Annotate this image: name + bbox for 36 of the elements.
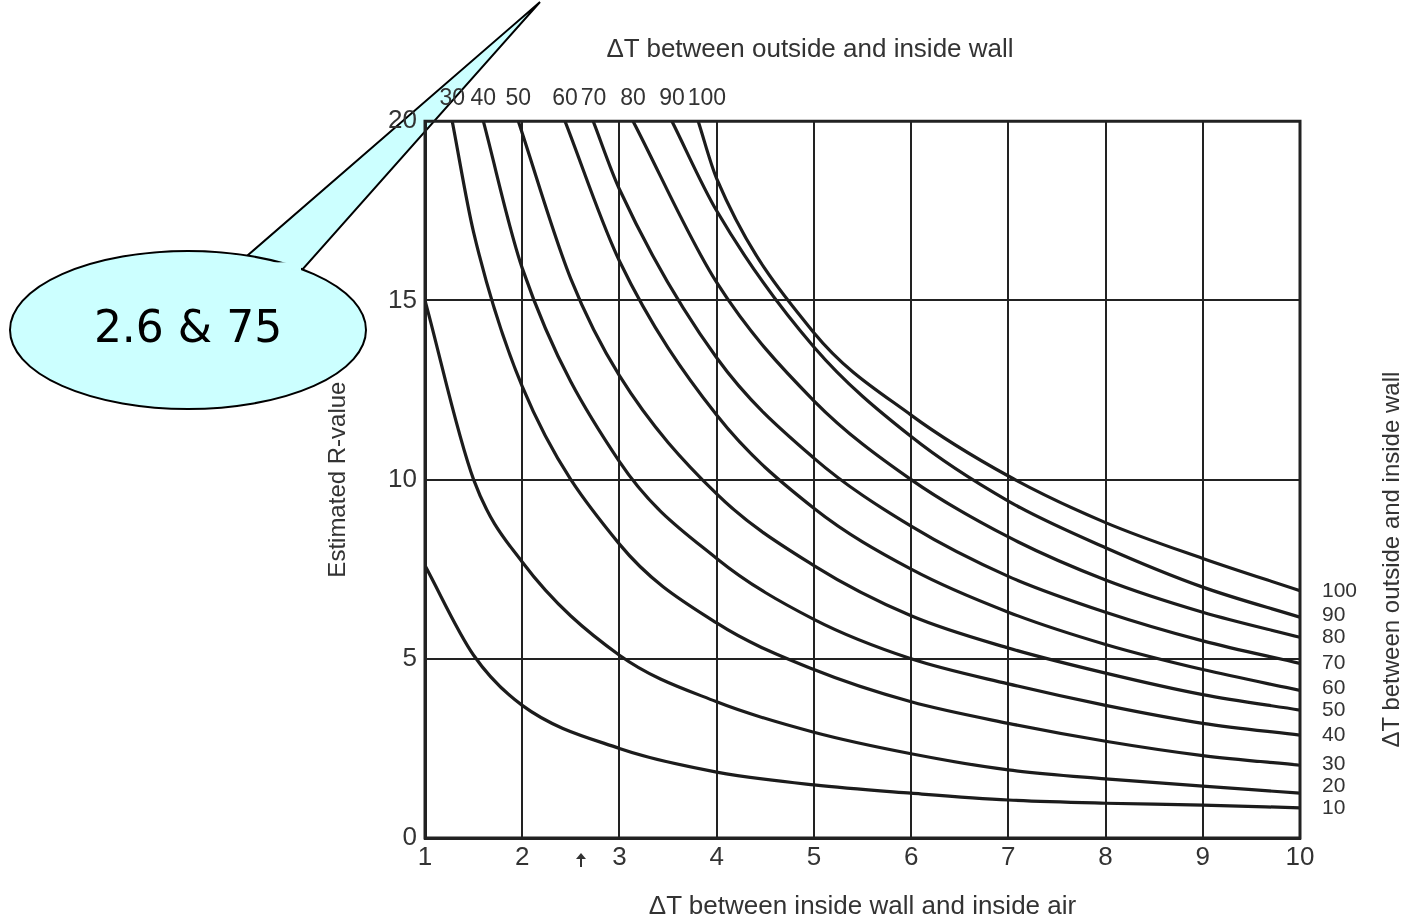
text: 40 (1322, 721, 1346, 745)
x-tick-label: 2 (514, 840, 530, 871)
text: 60 (1322, 674, 1346, 698)
y2-axis-title: ΔT between outside and inside wall (1376, 371, 1404, 748)
y-tick-label: 15 (388, 283, 417, 314)
series-label: 70 (580, 84, 607, 111)
series-label: 100 (687, 84, 727, 111)
x-tick-label: 5 (806, 840, 822, 871)
text: 80 (1322, 624, 1346, 648)
series-label: 90 (659, 84, 685, 111)
x-tick-label: 3 (612, 840, 627, 871)
series-label: 20 (1322, 772, 1346, 796)
x-tick-label: 8 (1098, 840, 1113, 871)
y-tick-label: 0 (402, 821, 417, 852)
text: 50 (1322, 696, 1346, 720)
x-tick-label: 7 (1001, 840, 1016, 871)
y-tick-label: 10 (388, 462, 417, 493)
text: 100 (1322, 577, 1358, 601)
series-label: 10 (1322, 794, 1346, 818)
x-tick-label: 1 (417, 840, 433, 871)
x-tick-label: 9 (1195, 840, 1211, 871)
text: 90 (1322, 602, 1346, 626)
text: 70 (1322, 650, 1346, 674)
series-label: 60 (552, 84, 578, 111)
x-tick-label: 6 (903, 840, 919, 871)
series-label: 80 (620, 84, 646, 111)
x-tick-label: 4 (709, 840, 724, 871)
y-tick-label: 5 (402, 641, 417, 672)
text: 2.6 & 75 (93, 300, 283, 352)
series-label: 50 (505, 84, 532, 111)
x-tick-label: 10 (1285, 840, 1315, 871)
chart-title: ΔT between outside and inside wall (606, 32, 1014, 63)
series-label: 40 (470, 84, 497, 111)
x-axis-title: ΔT between inside wall and inside air (648, 889, 1077, 920)
y-axis-title: Estimated R-value (323, 381, 351, 578)
text: 30 (1322, 750, 1346, 774)
